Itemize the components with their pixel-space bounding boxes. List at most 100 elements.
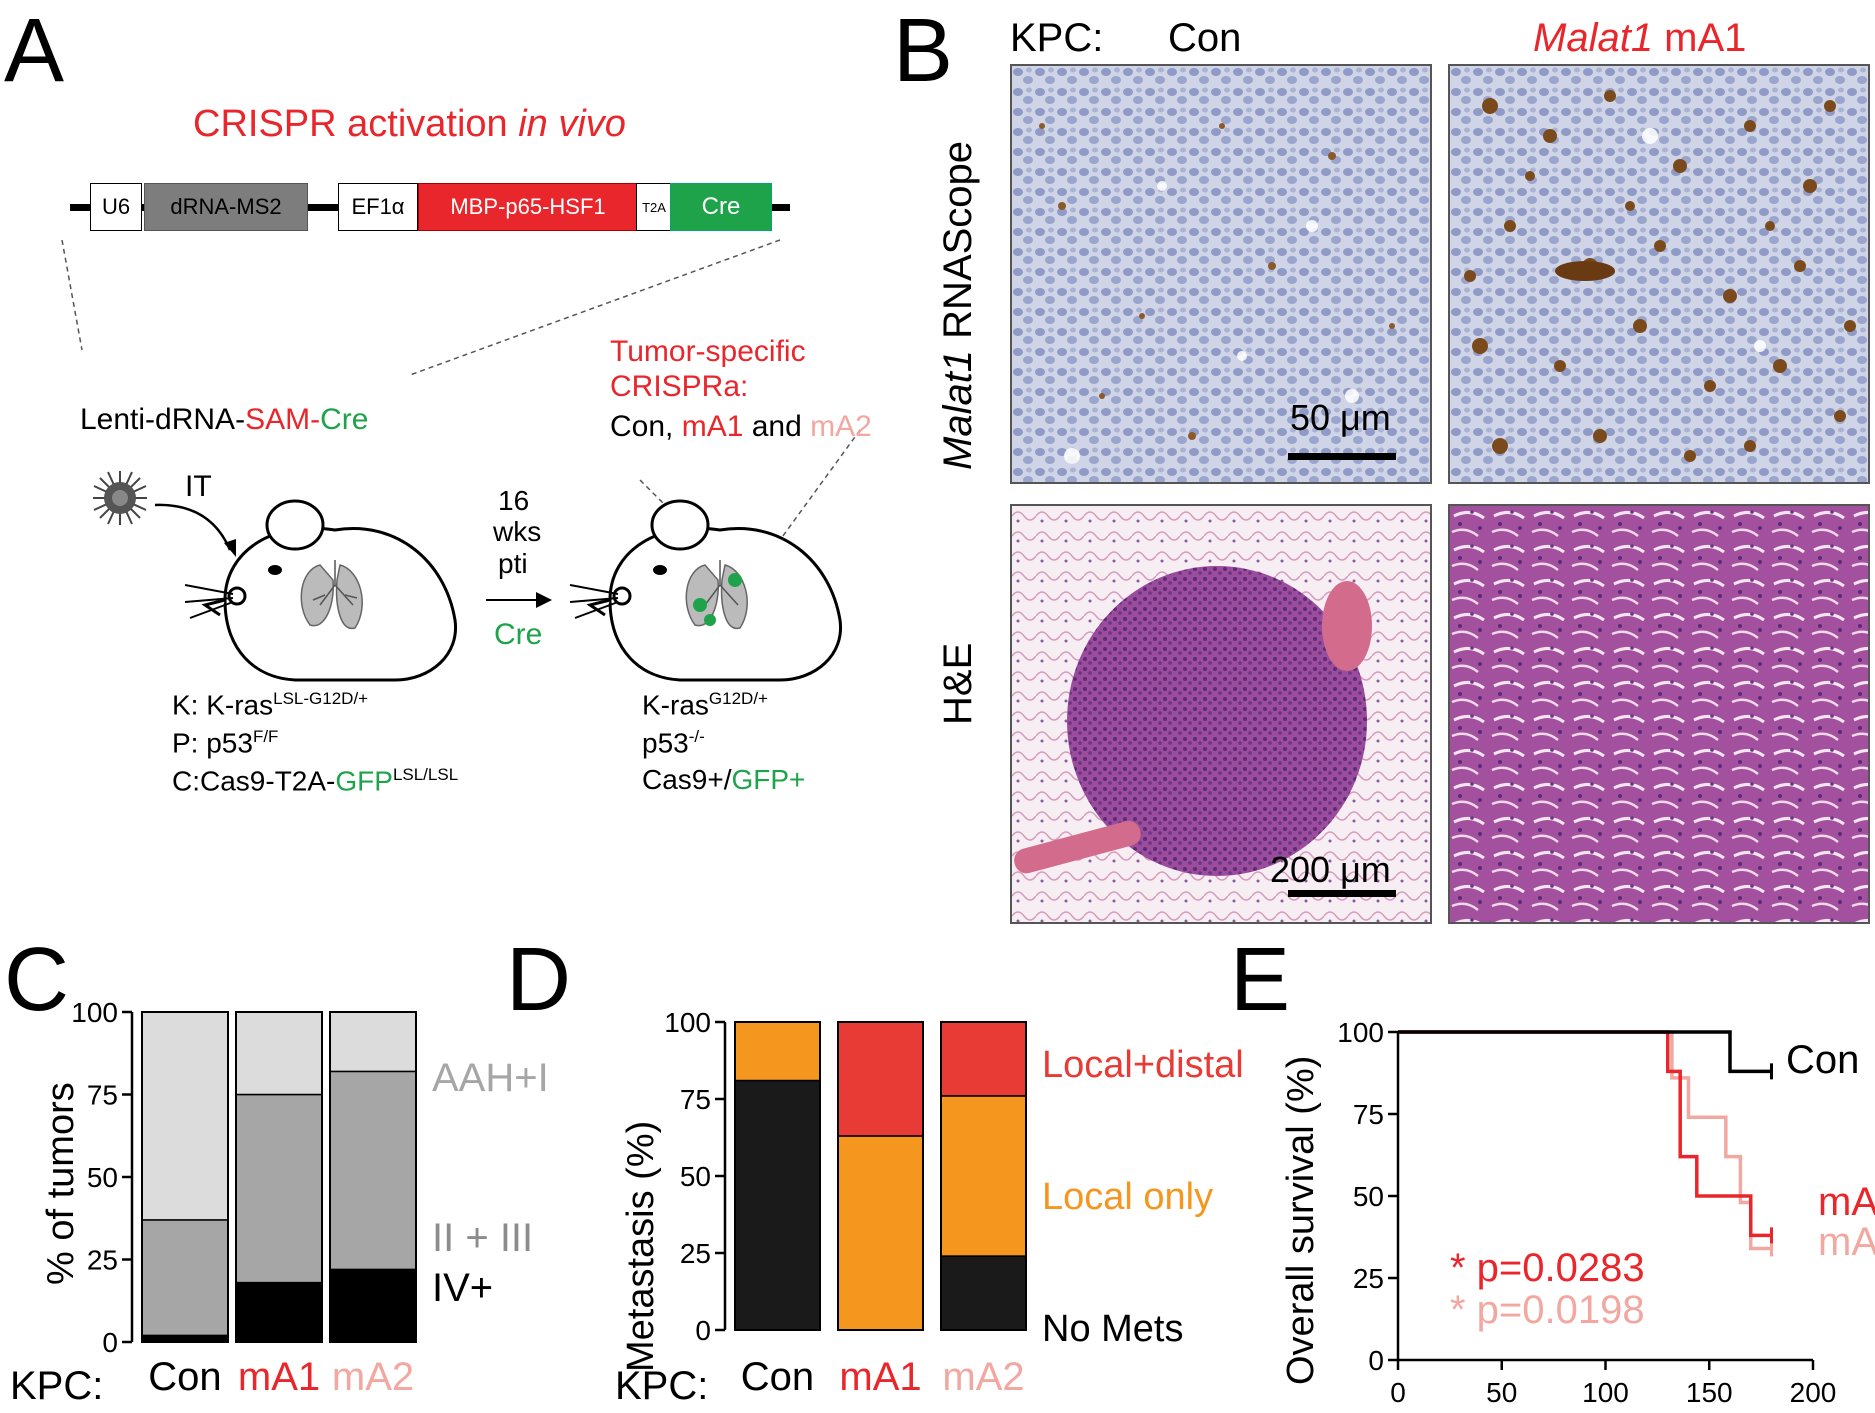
panel-label-c: C xyxy=(4,930,69,1030)
chart-d-bar-outline-ma2 xyxy=(940,1021,1027,1331)
panel-a-title: CRISPR activation in vivo xyxy=(193,103,626,145)
construct-cre: Cre xyxy=(670,183,772,231)
chart-c-x-prefix: KPC: xyxy=(10,1364,104,1408)
chart-d-x-prefix: KPC: xyxy=(615,1364,709,1408)
genotype-k: K: K-rasLSL-G12D/+ xyxy=(172,689,369,721)
panel-b-col-ma1: Malat1 mA1 xyxy=(1533,16,1747,60)
chart-d-legend-no-mets: No Mets xyxy=(1042,1308,1184,1350)
chart-d-x-label-ma1: mA1 xyxy=(839,1355,921,1399)
chart-d-bar-con-1 xyxy=(734,1021,821,1082)
scale-bar-200 xyxy=(1288,890,1396,897)
chart-e-line-ma1 xyxy=(1398,1030,1772,1238)
genotype-result-p: p53-/- xyxy=(642,727,705,759)
chart-c-y-tick-label: 25 xyxy=(87,1245,118,1276)
chart-e-label-ma2: mA2 xyxy=(1818,1220,1875,1264)
timeline-pti: pti xyxy=(498,548,528,579)
construct-ef1a: EF1α xyxy=(338,183,418,231)
chart-d-bar-ma1-2 xyxy=(837,1021,924,1137)
chart-c-bar-ma2-0 xyxy=(329,1268,417,1343)
chart-c-bar-con-2 xyxy=(141,1011,229,1221)
construct-diagram: U6 dRNA-MS2 EF1α MBP-p65-HSF1 T2A Cre xyxy=(70,183,790,233)
construct-mbp-p65-hsf1: MBP-p65-HSF1 xyxy=(418,183,638,231)
chart-d-bar-outline-ma1 xyxy=(837,1021,924,1331)
chart-d-x-label-ma2: mA2 xyxy=(942,1355,1024,1399)
panel-b-row1-label: Malat1 RNAScope xyxy=(936,140,980,470)
construct-u6: U6 xyxy=(90,183,142,231)
chart-d-y-tick-label: 75 xyxy=(680,1084,711,1115)
chart-d-legend-local-only: Local only xyxy=(1042,1176,1214,1218)
chart-d-x-label-con: Con xyxy=(741,1355,814,1399)
genotype-c: C:Cas9-T2A-GFPLSL/LSL xyxy=(172,765,459,797)
rnascope-con-image xyxy=(1010,64,1432,484)
panel-label-d: D xyxy=(506,930,571,1030)
chart-d-y-tick-label: 100 xyxy=(664,1007,711,1038)
chart-c-y-label: % of tumors xyxy=(40,1082,82,1285)
chart-e-label-ma1: mA1 xyxy=(1818,1180,1875,1224)
chart-e-survival: 0 25 50 75 100 0 50 100 150 200 xyxy=(1337,1017,1837,1408)
route-label: IT xyxy=(185,470,212,503)
chart-c-tumor-grade: 0 25 50 75 100 Con mA1 mA2 xyxy=(71,997,417,1399)
panel-label-b: B xyxy=(893,1,954,101)
mouse-tumor-icon xyxy=(570,499,843,682)
chart-e-x-tick-label: 0 xyxy=(1390,1377,1406,1408)
timeline-16: 16 xyxy=(498,485,530,516)
chart-e-y-tick-label: 0 xyxy=(1368,1345,1384,1376)
rnascope-ma1-image xyxy=(1448,64,1870,484)
chart-e-x-tick-label: 200 xyxy=(1790,1377,1837,1408)
chart-c-bar-ma1-1 xyxy=(235,1093,323,1284)
scale-bar-50 xyxy=(1288,453,1396,460)
chart-c-bar-ma1-2 xyxy=(235,1011,323,1096)
chart-c-y-tick-label: 0 xyxy=(102,1327,118,1358)
chart-d-bar-ma1-1 xyxy=(837,1135,924,1331)
scale-label-200: 200 μm xyxy=(1270,849,1391,890)
chart-c-bar-ma2-1 xyxy=(329,1070,417,1271)
mouse-untreated-icon xyxy=(185,499,458,682)
chart-e-y-label: Overall survival (%) xyxy=(1280,1055,1322,1385)
chart-c-bar-outline-ma1 xyxy=(235,1011,323,1343)
panel-b-col-con: Con xyxy=(1168,16,1242,60)
chart-c-legend-ii-iii: II + III xyxy=(432,1216,534,1260)
genotype-result-c: Cas9+/GFP+ xyxy=(642,764,806,795)
crispra-title-1: Tumor-specific xyxy=(610,335,806,368)
chart-d-bar-ma2-1 xyxy=(940,1095,1027,1257)
chart-c-bar-con-1 xyxy=(141,1219,229,1337)
crispra-title-2: CRISPRa: xyxy=(610,370,749,403)
chart-d-metastasis: 0 25 50 75 100 Con mA1 mA2 xyxy=(664,1007,1027,1399)
chart-d-bar-outline-con xyxy=(734,1021,821,1331)
chart-d-y-tick-label: 50 xyxy=(680,1161,711,1192)
chart-c-y-tick-label: 75 xyxy=(87,1080,118,1111)
chart-d-y-tick-label: 0 xyxy=(695,1315,711,1346)
chart-c-bar-outline-ma2 xyxy=(329,1011,417,1343)
chart-d-bar-ma2-0 xyxy=(940,1255,1027,1331)
chart-e-line-con xyxy=(1398,1030,1772,1074)
chart-c-x-label-con: Con xyxy=(148,1355,221,1399)
chart-e-y-tick-label: 50 xyxy=(1353,1181,1384,1212)
chart-e-y-tick-label: 25 xyxy=(1353,1263,1384,1294)
timeline-arrow-icon xyxy=(486,592,552,608)
he-con-image xyxy=(1010,504,1432,924)
chart-e-x-tick-label: 50 xyxy=(1486,1377,1517,1408)
chart-e-x-tick-label: 150 xyxy=(1686,1377,1733,1408)
chart-c-bar-outline-con xyxy=(141,1011,229,1343)
genotype-p: P: p53F/F xyxy=(172,727,279,759)
chart-d-y-label: Metastasis (%) xyxy=(620,1120,662,1372)
virus-label: Lenti-dRNA-SAM-Cre xyxy=(80,403,369,436)
chart-e-x-tick-label: 100 xyxy=(1582,1377,1629,1408)
construct-drna-ms2: dRNA-MS2 xyxy=(144,183,308,231)
chart-c-y-tick-label: 100 xyxy=(71,997,118,1028)
genotype-result-k: K-rasG12D/+ xyxy=(642,689,768,721)
he-ma1-image xyxy=(1448,504,1870,924)
chart-c-y-tick-label: 50 xyxy=(87,1162,118,1193)
crispra-groups: Con, mA1 and mA2 xyxy=(610,410,872,443)
chart-d-y-tick-label: 25 xyxy=(680,1238,711,1269)
chart-c-bar-ma1-0 xyxy=(235,1281,323,1343)
panel-label-a: A xyxy=(4,1,65,101)
chart-e-y-tick-label: 75 xyxy=(1353,1099,1384,1130)
chart-c-x-label-ma2: mA2 xyxy=(332,1355,414,1399)
chart-c-bar-ma2-2 xyxy=(329,1011,417,1073)
chart-c-legend-iv: IV+ xyxy=(432,1266,494,1310)
scale-label-50: 50 μm xyxy=(1290,397,1391,438)
panel-label-e: E xyxy=(1230,930,1291,1030)
chart-e-pvalue-ma1: * p=0.0283 xyxy=(1450,1246,1645,1290)
chart-e-label-con: Con xyxy=(1786,1038,1860,1082)
